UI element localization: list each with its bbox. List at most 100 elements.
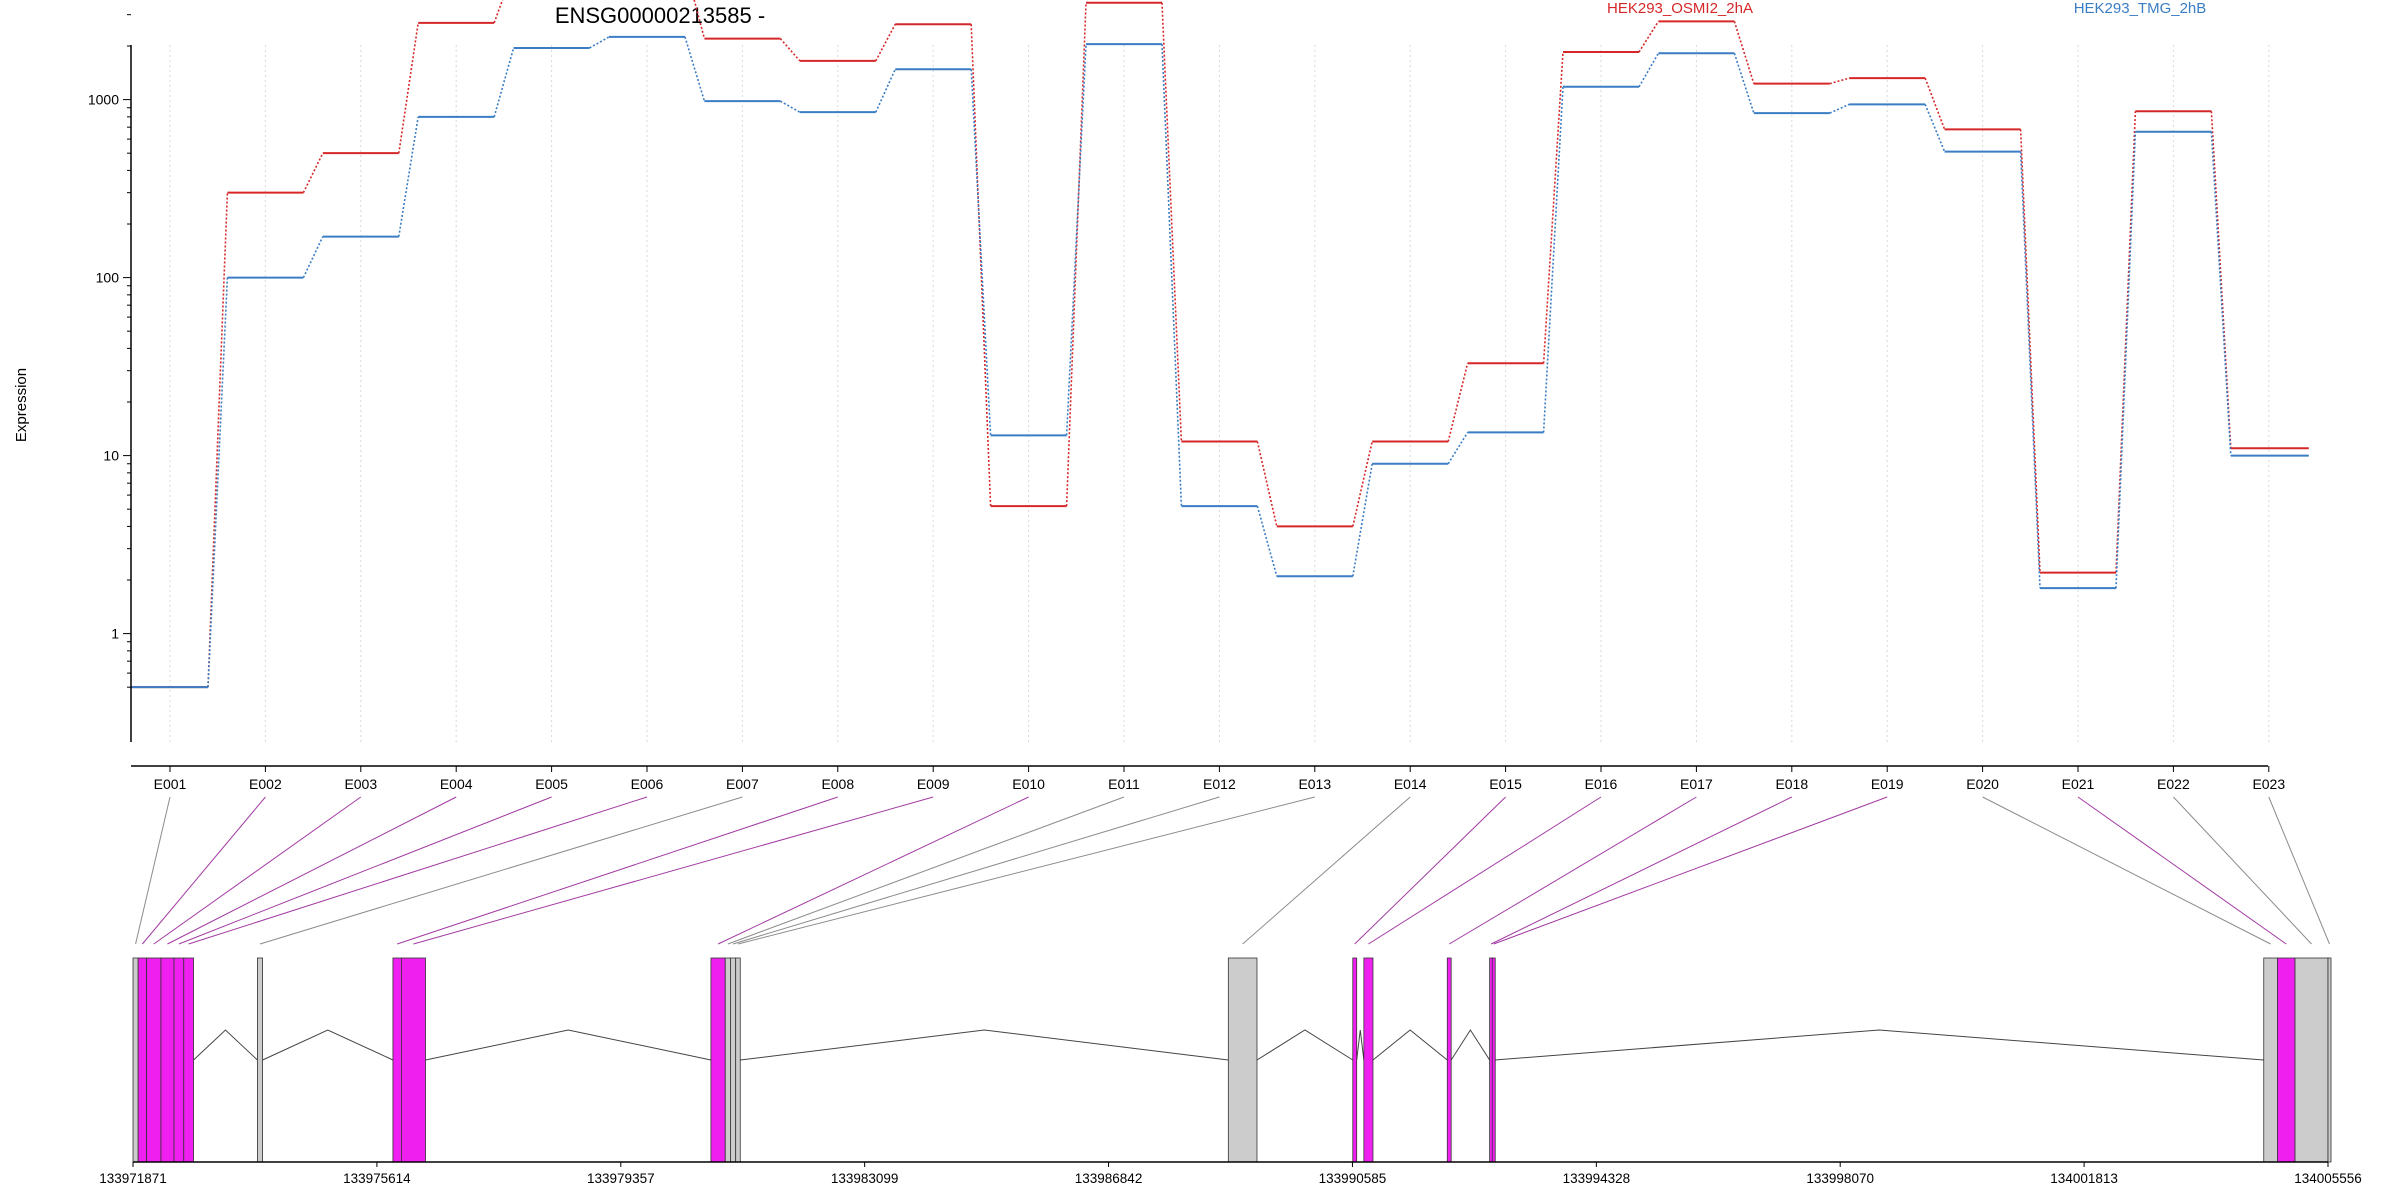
exon-connector bbox=[1490, 796, 1793, 945]
x-tick-label: E010 bbox=[1012, 776, 1045, 792]
series-connector bbox=[1161, 44, 1183, 507]
intron-line bbox=[425, 1029, 712, 1061]
x-tick-label: E018 bbox=[1775, 776, 1808, 792]
exon-connector bbox=[2268, 796, 2330, 945]
exon-connector bbox=[259, 796, 743, 945]
intron-line bbox=[1372, 1029, 1448, 1061]
intron-line bbox=[1450, 1029, 1491, 1061]
series-connector bbox=[2115, 131, 2137, 589]
intron-line bbox=[262, 1029, 394, 1061]
exon-block bbox=[132, 957, 139, 1163]
intron-line bbox=[1256, 1029, 1354, 1061]
series-connector bbox=[970, 69, 992, 436]
series-connector bbox=[2210, 111, 2232, 449]
series-connector bbox=[1638, 52, 1660, 88]
x-tick-label: E012 bbox=[1203, 776, 1236, 792]
exon-block bbox=[146, 957, 162, 1163]
exon-connector bbox=[1982, 796, 2271, 945]
series-connector bbox=[1542, 51, 1564, 364]
genomic-tick-label: 133994328 bbox=[1563, 1171, 1631, 1186]
x-tick-label: E001 bbox=[154, 776, 187, 792]
exon-connector bbox=[1448, 796, 1697, 945]
exon-block bbox=[1446, 957, 1452, 1163]
series-connector bbox=[1065, 44, 1087, 436]
genomic-tick-label: 133998070 bbox=[1806, 1171, 1874, 1186]
intron-line bbox=[1494, 1029, 2264, 1061]
series-connector bbox=[1638, 20, 1660, 53]
genomic-tick-label: 133971871 bbox=[99, 1171, 167, 1186]
x-tick-label: E016 bbox=[1585, 776, 1618, 792]
series-lines bbox=[131, 0, 2309, 689]
exon-block bbox=[730, 957, 737, 1163]
series-connector bbox=[1733, 21, 1755, 84]
x-tick-label: E021 bbox=[2062, 776, 2095, 792]
x-tick-label: E003 bbox=[344, 776, 377, 792]
series-connector bbox=[1924, 77, 1946, 130]
exon-connector bbox=[413, 796, 934, 945]
exon-block bbox=[256, 957, 264, 1163]
series-connector bbox=[493, 0, 504, 24]
series-connector bbox=[302, 236, 324, 278]
genomic-tick-label: 133986842 bbox=[1075, 1171, 1143, 1186]
legend-entry-series-2: HEK293_TMG_2hB bbox=[2074, 0, 2207, 17]
grid-lines bbox=[169, 45, 2270, 742]
exon-connector bbox=[732, 796, 1220, 945]
exon-block bbox=[173, 957, 185, 1163]
exon-connector bbox=[717, 796, 1029, 945]
exon-block bbox=[1352, 957, 1358, 1163]
exon-connector bbox=[167, 796, 457, 945]
series-connector bbox=[302, 152, 324, 194]
exon-block bbox=[401, 957, 426, 1163]
intron-line bbox=[193, 1029, 258, 1061]
x-tick-label: E020 bbox=[1966, 776, 1999, 792]
exon-connector bbox=[2173, 796, 2312, 945]
gene-model: 133971871 133975614 133979357 133983099 1339… bbox=[99, 957, 2362, 1186]
series-connector bbox=[207, 192, 229, 688]
exon-connector bbox=[1493, 796, 1888, 945]
exon-connector bbox=[153, 796, 362, 945]
exon-connector bbox=[2077, 796, 2287, 945]
series-connector bbox=[2019, 151, 2041, 589]
x-tick-label: E005 bbox=[535, 776, 568, 792]
exon-block bbox=[710, 957, 726, 1163]
series-connector bbox=[780, 100, 801, 113]
x-tick-label: E023 bbox=[2252, 776, 2285, 792]
exon-block bbox=[1363, 957, 1374, 1163]
axes: 1 10 100 1000 E001 E002 E003 E004 E005 E006 E007 E0… bbox=[88, 14, 2285, 792]
exon-block bbox=[2294, 957, 2329, 1163]
series-connector bbox=[1542, 86, 1564, 433]
x-tick-label: E011 bbox=[1108, 776, 1140, 792]
x-tick-label: E013 bbox=[1298, 776, 1331, 792]
series-connector bbox=[875, 23, 896, 62]
exon-connector bbox=[737, 796, 1315, 945]
series-connector bbox=[1256, 441, 1278, 527]
exon-connector bbox=[135, 796, 171, 945]
genomic-tick-label: 133990585 bbox=[1319, 1171, 1387, 1186]
series-connector bbox=[1447, 431, 1469, 465]
exon-connectors bbox=[135, 796, 2330, 945]
exon-block bbox=[724, 957, 731, 1163]
genomic-tick-label: 134005556 bbox=[2294, 1171, 2362, 1186]
y-tick-label: 1000 bbox=[88, 92, 119, 108]
exon-block bbox=[2327, 957, 2332, 1163]
series-connector bbox=[1829, 77, 1850, 85]
chart-title: ENSG00000213585 - bbox=[555, 3, 765, 28]
x-tick-label: E006 bbox=[631, 776, 664, 792]
x-tick-label: E014 bbox=[1394, 776, 1427, 792]
x-tick-label: E008 bbox=[821, 776, 854, 792]
series-connector bbox=[1161, 2, 1183, 442]
exon-connector bbox=[141, 796, 266, 945]
exon-block bbox=[1227, 957, 1258, 1163]
genomic-tick-label: 133979357 bbox=[587, 1171, 655, 1186]
x-tick-label: E002 bbox=[249, 776, 282, 792]
x-tick-label: E015 bbox=[1489, 776, 1522, 792]
series-connector bbox=[1447, 363, 1469, 442]
exon-connector bbox=[1354, 796, 1506, 945]
series-connector bbox=[1924, 104, 1946, 152]
series-connector bbox=[779, 38, 801, 62]
y-tick-label: 10 bbox=[103, 448, 119, 464]
exon-block bbox=[392, 957, 402, 1163]
series-1 bbox=[131, 0, 2309, 689]
exon-connector bbox=[188, 796, 648, 945]
